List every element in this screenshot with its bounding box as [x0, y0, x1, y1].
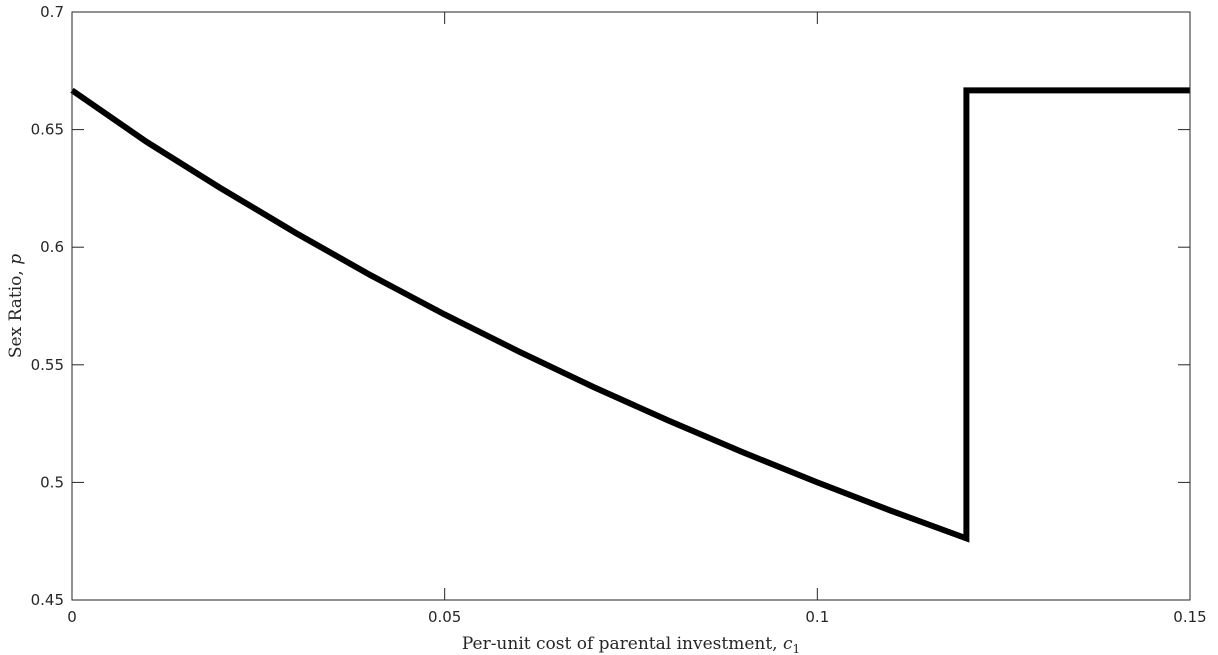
y-axis-label-text: Sex Ratio,	[6, 265, 26, 358]
y-axis-label: Sex Ratio, p	[6, 254, 26, 358]
x-axis-label-subscript: 1	[793, 642, 801, 655]
y-tick-label: 0.65	[31, 121, 64, 139]
tick-labels: 0 0.05 0.1 0.15 0.45 0.5 0.55 0.6 0.65 0.7	[31, 3, 1207, 626]
y-tick-label: 0.45	[31, 591, 64, 609]
x-tick-label: 0.05	[428, 608, 461, 626]
x-axis-label-text: Per-unit cost of parental investment,	[462, 634, 783, 654]
x-tick-label: 0.1	[805, 608, 829, 626]
y-tick-label: 0.7	[40, 3, 64, 21]
plot-area	[72, 12, 1190, 600]
x-axis-label: Per-unit cost of parental investment, c1	[462, 634, 800, 655]
series-group	[70, 87, 1190, 543]
plot-frame	[71, 11, 1191, 601]
x-axis-label-symbol: c	[783, 634, 793, 654]
y-tick-label: 0.55	[31, 356, 64, 374]
x-tick-label: 0.15	[1173, 608, 1206, 626]
axis-ticks	[71, 11, 1191, 601]
y-tick-label: 0.6	[40, 238, 64, 256]
y-tick-label: 0.5	[40, 473, 64, 491]
x-tick-label: 0	[67, 608, 77, 626]
y-axis-label-symbol: p	[6, 254, 26, 265]
series-line	[70, 87, 1190, 543]
